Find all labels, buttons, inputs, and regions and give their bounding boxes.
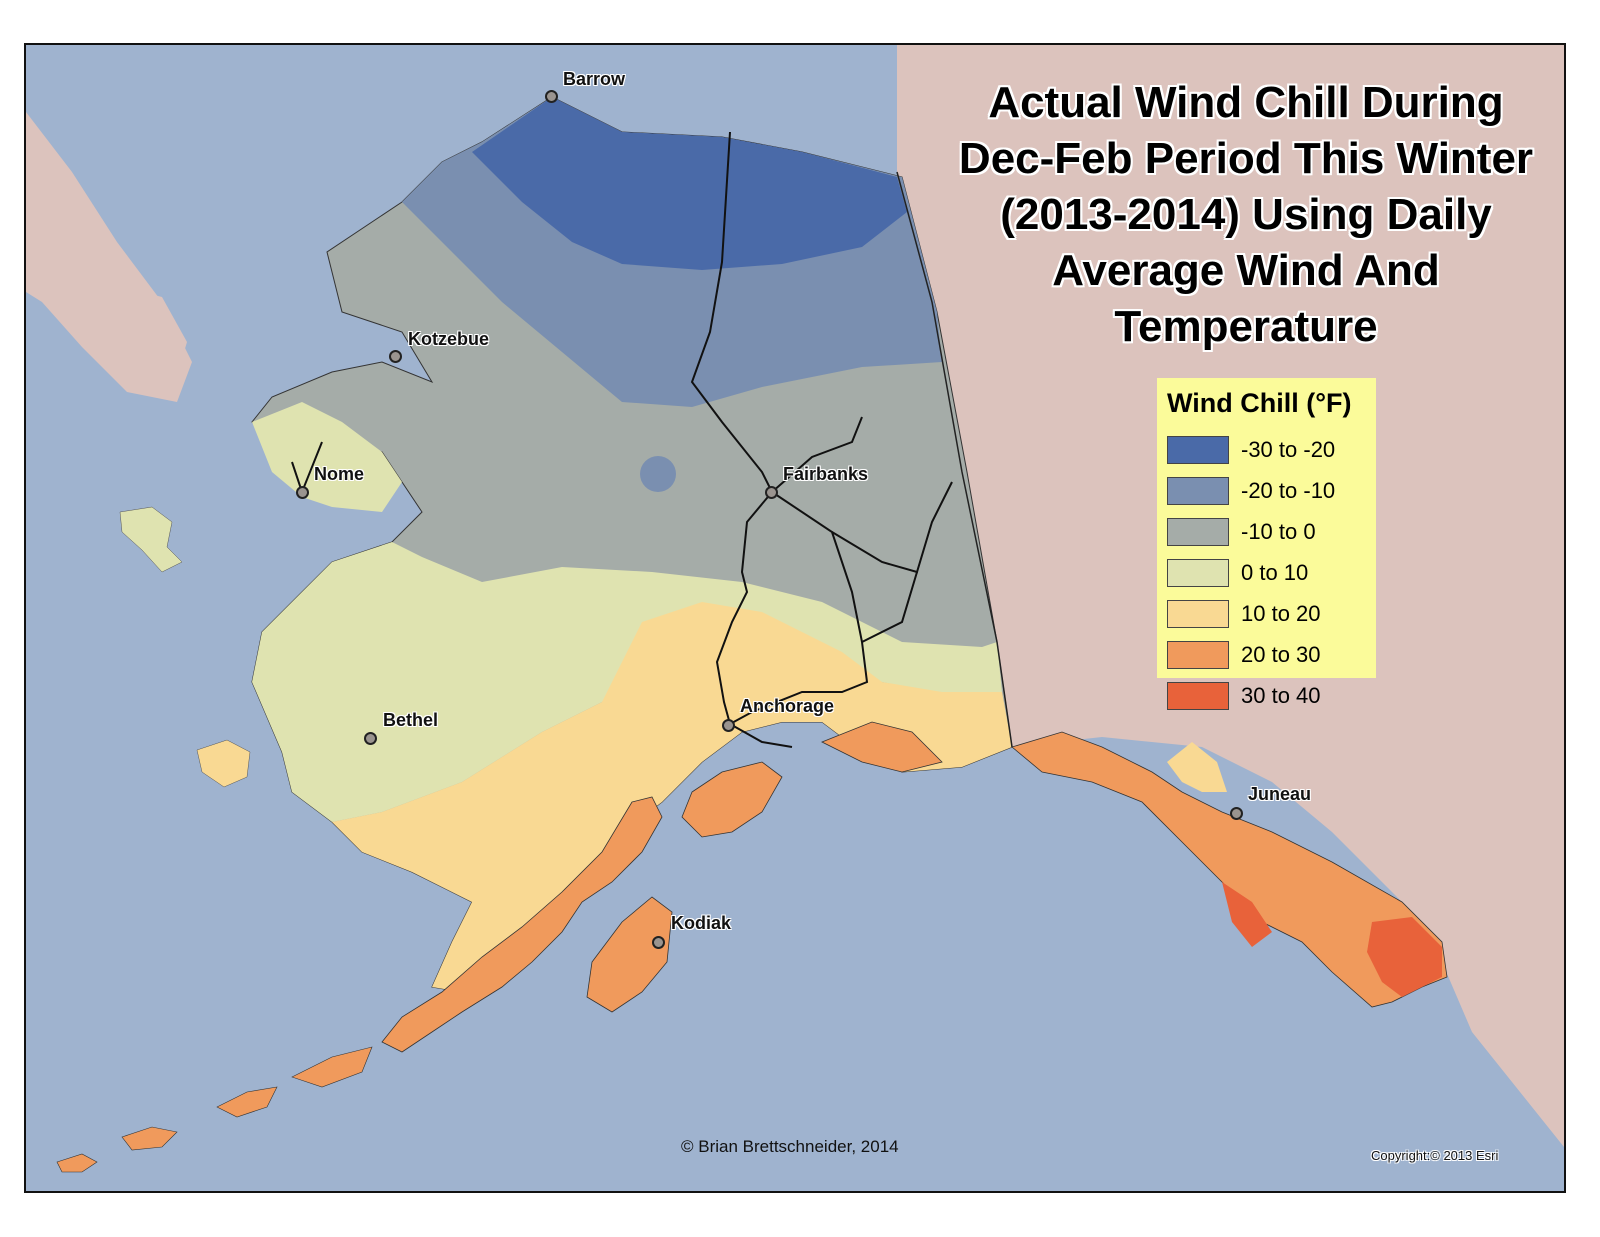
band-10-to-20	[332, 602, 1012, 992]
esri-copyright: Copyright:© 2013 Esri	[1371, 1148, 1499, 1163]
cold-spot	[640, 456, 676, 492]
city-label-kodiak: Kodiak	[671, 913, 732, 933]
city-marker-barrow	[545, 90, 558, 103]
city-label-fairbanks: Fairbanks	[783, 464, 869, 484]
nunivak-island	[196, 739, 251, 788]
legend-swatch	[1167, 517, 1229, 546]
alaska-peninsula-coast	[381, 796, 663, 1053]
legend-swatch	[1167, 681, 1229, 710]
juneau-10-20	[1167, 742, 1227, 792]
band-neg30-to-neg20	[472, 97, 907, 270]
legend-title: Wind Chill (°F)	[1167, 388, 1352, 418]
legend-item: 20 to 30	[1167, 634, 1366, 675]
map-title-line: (2013-2014) Using Daily	[1000, 190, 1492, 239]
st-lawrence-island	[119, 506, 183, 573]
legend-item: -20 to -10	[1167, 470, 1366, 511]
southeast-warm-zone	[1222, 882, 1442, 997]
legend-item: 0 to 10	[1167, 552, 1366, 593]
aleutian-islands-2	[216, 1086, 278, 1118]
city-marker-fairbanks	[765, 486, 778, 499]
legend-item: -30 to -20	[1167, 429, 1366, 470]
city-marker-anchorage	[722, 719, 735, 732]
legend-item: -10 to 0	[1167, 511, 1366, 552]
legend-label: -20 to -10	[1241, 477, 1336, 503]
map-title-line: Average Wind And	[1052, 246, 1440, 295]
map-title-line: Actual Wind Chill During	[988, 78, 1504, 127]
prince-william-sound	[821, 721, 943, 773]
legend-item: 10 to 20	[1167, 593, 1366, 634]
map-title: Actual Wind Chill During Dec-Feb Period T…	[906, 75, 1564, 355]
map-frame: Actual Wind Chill During Dec-Feb Period T…	[24, 43, 1566, 1193]
city-label-nome: Nome	[314, 464, 365, 484]
legend-items: -30 to -20 -20 to -10 -10 to 0 0 to 10 10 to…	[1167, 429, 1366, 716]
city-label-barrow: Barrow	[563, 69, 626, 89]
city-label-anchorage: Anchorage	[740, 696, 835, 716]
russia-cape	[122, 287, 187, 392]
legend: Wind Chill (°F) -30 to -20 -20 to -10 -10 …	[1157, 378, 1376, 710]
city-marker-juneau	[1230, 807, 1243, 820]
legend-swatch	[1167, 476, 1229, 505]
legend-swatch	[1167, 435, 1229, 464]
legend-label: -10 to 0	[1241, 518, 1316, 544]
legend-swatch	[1167, 558, 1229, 587]
map-title-line: Temperature	[1114, 302, 1378, 351]
legend-label: 10 to 20	[1241, 600, 1321, 626]
city-label-bethel: Bethel	[383, 710, 439, 730]
city-marker-bethel	[364, 732, 377, 745]
canada-border	[896, 171, 1013, 748]
city-label-kotzebue: Kotzebue	[408, 329, 489, 349]
legend-item: 30 to 40	[1167, 675, 1366, 716]
author-credit: © Brian Brettschneider, 2014	[681, 1137, 899, 1156]
kodiak-island	[586, 896, 673, 1013]
city-label-juneau: Juneau	[1248, 784, 1312, 804]
aleutian-islands-3	[121, 1126, 178, 1151]
aleutian-islands-1	[291, 1046, 373, 1088]
legend-label: -30 to -20	[1241, 436, 1336, 462]
legend-swatch	[1167, 640, 1229, 669]
city-marker-kodiak	[652, 936, 665, 949]
seward-peninsula-band	[252, 402, 402, 512]
band-0-to-10	[252, 542, 1002, 822]
map-canvas	[26, 45, 1564, 1191]
legend-label: 20 to 30	[1241, 641, 1321, 667]
map-title-line: Dec-Feb Period This Winter	[958, 134, 1534, 183]
kenai-peninsula	[681, 761, 783, 838]
city-marker-kotzebue	[389, 350, 402, 363]
legend-label: 0 to 10	[1241, 559, 1309, 585]
aleutian-islands-4	[56, 1153, 98, 1173]
legend-swatch	[1167, 599, 1229, 628]
city-marker-nome	[296, 486, 309, 499]
legend-label: 30 to 40	[1241, 682, 1321, 708]
